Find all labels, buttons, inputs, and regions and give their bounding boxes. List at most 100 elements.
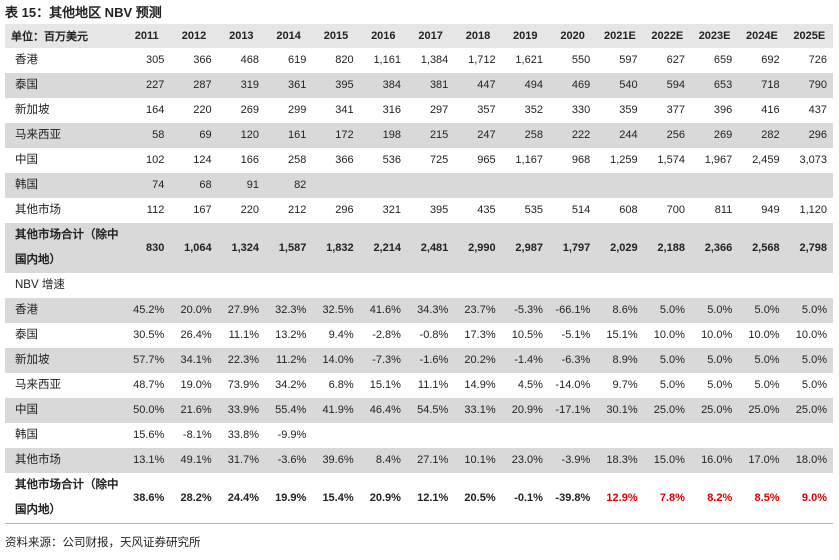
cell: 227 — [123, 73, 171, 98]
empty-cell — [738, 423, 785, 448]
empty-cell — [786, 423, 833, 448]
cell: 1,967 — [704, 154, 733, 166]
cell: 2,987 — [501, 223, 549, 273]
empty-cell — [454, 423, 501, 448]
empty-cell — [596, 173, 644, 198]
cell: -1.4% — [501, 348, 549, 373]
cell: 91 — [217, 173, 265, 198]
empty-cell — [407, 273, 454, 298]
header-cell: 2014 — [264, 24, 313, 48]
cell: 725 — [429, 154, 449, 166]
cell: 594 — [643, 73, 691, 98]
cell: 25.0% — [690, 398, 739, 423]
cell: 161 — [264, 123, 313, 148]
cell: -5.3% — [501, 298, 549, 323]
cell: 5.0% — [801, 379, 827, 391]
cell: 8.9% — [596, 348, 644, 373]
cell: 330 — [571, 104, 591, 116]
cell: 366 — [193, 54, 212, 66]
cell: 244 — [596, 123, 644, 148]
cell: 38.6% — [123, 473, 171, 524]
header-row: 单位：百万美元 2011 2012 2013 2014 2015 2016 2017 2018 2… — [5, 24, 833, 48]
cell: 1,064 — [170, 223, 218, 273]
cell: 830 — [123, 223, 171, 273]
cell: 46.4% — [359, 398, 407, 423]
cell: 19.9% — [264, 473, 313, 524]
empty-cell — [644, 423, 691, 448]
cell: 20.5% — [454, 473, 502, 524]
cell: 215 — [406, 123, 455, 148]
cell: 447 — [454, 73, 502, 98]
cell: 68 — [170, 173, 218, 198]
cell: 31.7% — [217, 448, 265, 473]
cell: 540 — [596, 73, 644, 98]
cell: 366 — [335, 154, 354, 166]
cell: 19.0% — [180, 379, 212, 391]
empty-cell — [691, 273, 738, 298]
cell: 124 — [193, 154, 212, 166]
cell: 726 — [808, 54, 827, 66]
cell: 8.4% — [359, 448, 407, 473]
cell: 5.0% — [707, 379, 733, 391]
cell: 112 — [146, 204, 165, 216]
empty-cell — [690, 173, 739, 198]
cell: 10.1% — [454, 448, 502, 473]
cell: 811 — [714, 204, 733, 216]
cell: 10.0% — [653, 329, 685, 341]
cell: 10.0% — [795, 329, 827, 341]
cell: 619 — [287, 54, 307, 66]
cell: 74 — [123, 173, 171, 198]
cell: 1,324 — [217, 223, 265, 273]
empty-cell — [454, 173, 502, 198]
cell: 55.4% — [264, 398, 313, 423]
cell: 27.9% — [217, 298, 265, 323]
cell: 39.6% — [312, 448, 360, 473]
cell: 172 — [312, 123, 360, 148]
row-label: 中国 — [5, 398, 123, 423]
cell: 164 — [145, 104, 165, 116]
row-label: 香港 — [5, 298, 123, 323]
cell: 1,161 — [373, 54, 401, 66]
cell: 20.0% — [170, 298, 218, 323]
cell: 536 — [382, 154, 401, 166]
cell: 377 — [666, 104, 685, 116]
cell: 653 — [690, 73, 739, 98]
cell: 69 — [170, 123, 218, 148]
cell: 494 — [501, 73, 549, 98]
cell: 597 — [619, 54, 638, 66]
table-row: 泰国 227 287 319 361 395 384 381 447 494 469 540 594 65… — [5, 73, 833, 98]
cell: 8.2% — [690, 473, 739, 524]
cell: 10.0% — [701, 329, 733, 341]
cell: 24.4% — [217, 473, 265, 524]
cell: 8.6% — [596, 298, 644, 323]
cell: 396 — [713, 104, 733, 116]
empty-cell — [359, 173, 407, 198]
empty-cell — [643, 173, 691, 198]
cell: 120 — [217, 123, 265, 148]
cell: 2,029 — [596, 223, 644, 273]
cell: 352 — [524, 104, 543, 116]
cell: 469 — [548, 73, 597, 98]
row-label: 中国 — [15, 154, 38, 166]
cell: 45.2% — [123, 298, 171, 323]
cell: 25.0% — [643, 398, 691, 423]
cell: 20.9% — [359, 473, 407, 524]
cell: 2,366 — [690, 223, 739, 273]
cell: 437 — [808, 104, 827, 116]
cell: 790 — [785, 73, 833, 98]
row-label: 其他市场 — [5, 448, 123, 473]
empty-cell — [360, 423, 407, 448]
cell: 30.5% — [133, 329, 165, 341]
table-row: 泰国 30.5% 26.4% 11.1% 13.2% 9.4% -2.8% -0.8% 17.3… — [5, 323, 833, 348]
table-row: 马来西亚 58 69 120 161 172 198 215 247 258 222 244 256 26… — [5, 123, 833, 148]
cell: -7.3% — [359, 348, 407, 373]
cell: 468 — [240, 54, 259, 66]
header-cell: 2022E — [643, 24, 691, 48]
cell: 17.3% — [464, 329, 496, 341]
cell: -14.0% — [555, 379, 591, 391]
cell: 5.0% — [690, 298, 739, 323]
cell: 514 — [571, 204, 591, 216]
cell: -0.8% — [419, 329, 449, 341]
cell: 50.0% — [123, 398, 171, 423]
cell: 949 — [761, 204, 780, 216]
